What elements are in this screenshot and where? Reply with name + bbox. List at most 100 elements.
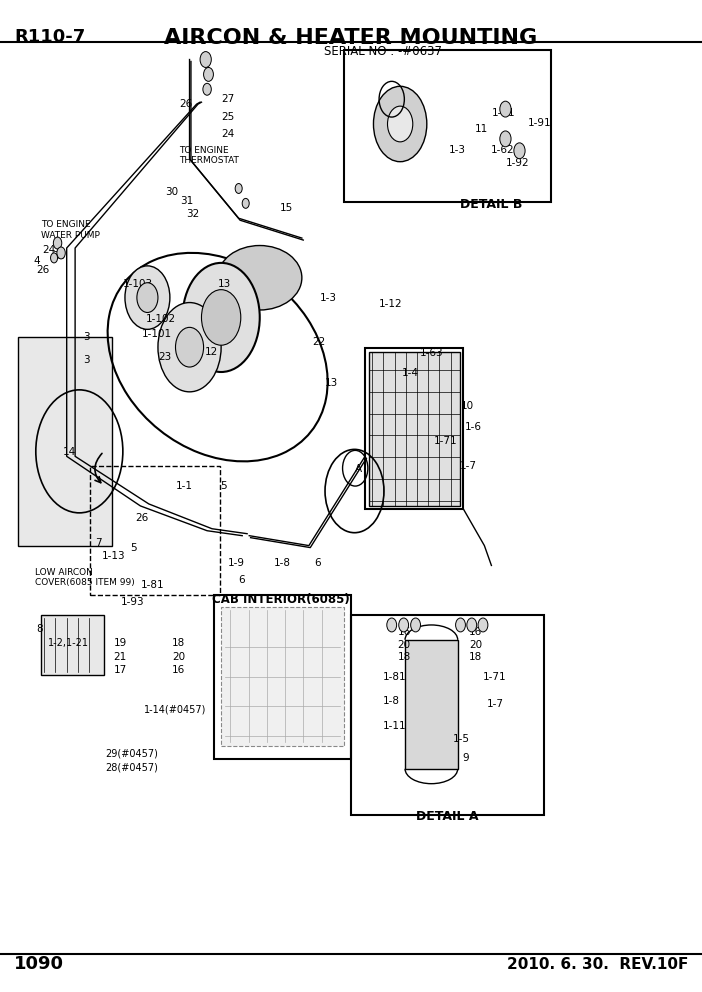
Text: 28(#0457): 28(#0457) (105, 763, 158, 773)
Text: 4: 4 (34, 256, 40, 266)
Text: 17: 17 (114, 665, 127, 675)
Text: 1-8: 1-8 (274, 558, 291, 568)
Text: 1090: 1090 (14, 955, 64, 973)
Text: TO ENGINE
WATER PUMP: TO ENGINE WATER PUMP (41, 220, 100, 240)
Circle shape (399, 618, 409, 632)
Text: 1-71: 1-71 (434, 436, 458, 446)
Text: 19: 19 (114, 638, 127, 648)
Circle shape (53, 237, 62, 249)
Text: 1-6: 1-6 (465, 422, 482, 432)
Text: 20: 20 (172, 652, 185, 662)
Bar (214, 595, 351, 759)
Text: 24: 24 (221, 129, 234, 139)
Bar (365, 348, 463, 509)
Text: 10: 10 (461, 401, 475, 411)
Text: 2010. 6. 30.  REV.10F: 2010. 6. 30. REV.10F (507, 956, 688, 972)
Bar (351, 615, 544, 815)
Text: 6: 6 (314, 558, 320, 568)
Text: 1-92: 1-92 (505, 158, 529, 168)
Text: 16: 16 (397, 627, 411, 637)
Text: 1-7: 1-7 (460, 461, 477, 471)
Bar (369, 352, 460, 506)
Text: 14: 14 (63, 447, 77, 457)
Circle shape (204, 67, 213, 81)
Circle shape (514, 143, 525, 159)
Text: 25: 25 (221, 112, 234, 122)
Bar (41, 615, 104, 675)
Text: 1-14(#0457): 1-14(#0457) (144, 704, 206, 714)
Text: 12: 12 (205, 347, 218, 357)
Circle shape (387, 618, 397, 632)
Text: SERIAL NO : -#0637: SERIAL NO : -#0637 (324, 45, 442, 58)
Text: TO ENGINE
THERMOSTAT: TO ENGINE THERMOSTAT (179, 146, 239, 166)
Circle shape (500, 131, 511, 147)
Text: 1-63: 1-63 (420, 348, 444, 358)
Circle shape (201, 290, 241, 345)
Text: 1-101: 1-101 (142, 329, 172, 339)
Text: 1-3: 1-3 (449, 145, 466, 155)
Text: 1-71: 1-71 (483, 672, 507, 682)
Circle shape (500, 101, 511, 117)
Circle shape (411, 618, 420, 632)
Text: 1-11: 1-11 (383, 721, 406, 731)
Bar (18, 337, 112, 546)
Circle shape (137, 283, 158, 312)
Text: 16: 16 (172, 665, 185, 675)
Text: AIRCON & HEATER MOUNTING: AIRCON & HEATER MOUNTING (164, 28, 538, 48)
Text: 27: 27 (221, 94, 234, 104)
Circle shape (235, 184, 242, 193)
Circle shape (456, 618, 465, 632)
Text: 1-62: 1-62 (491, 145, 515, 155)
Text: 1-81: 1-81 (383, 672, 406, 682)
Text: 1-12: 1-12 (379, 299, 403, 309)
Text: 7: 7 (95, 538, 101, 548)
Text: 24: 24 (42, 245, 55, 255)
Text: R110-7: R110-7 (14, 28, 85, 46)
Text: 1-93: 1-93 (121, 597, 145, 607)
Text: 18: 18 (397, 652, 411, 662)
Text: 6: 6 (239, 575, 245, 585)
Text: 26: 26 (37, 265, 50, 275)
Text: 3: 3 (83, 355, 89, 365)
Text: 20: 20 (397, 640, 411, 650)
Bar (90, 466, 220, 595)
Circle shape (388, 106, 413, 142)
Text: 26: 26 (135, 513, 149, 523)
Text: 1-2,1-21: 1-2,1-21 (48, 638, 88, 648)
Text: LOW AIRCON
COVER(6085 ITEM 99): LOW AIRCON COVER(6085 ITEM 99) (35, 567, 135, 587)
Circle shape (200, 52, 211, 67)
Text: 5: 5 (220, 481, 226, 491)
Text: 20: 20 (469, 640, 482, 650)
Text: 1-4: 1-4 (402, 368, 418, 378)
Text: A: A (355, 464, 362, 474)
Text: 30: 30 (165, 187, 178, 197)
Text: 21: 21 (114, 652, 127, 662)
Circle shape (478, 618, 488, 632)
Bar (405, 640, 458, 769)
Circle shape (57, 247, 65, 259)
Text: 13: 13 (218, 279, 231, 289)
Text: 1-3: 1-3 (319, 293, 336, 303)
Text: CAB INTERIOR(6085): CAB INTERIOR(6085) (212, 593, 350, 606)
Text: 13: 13 (324, 378, 338, 388)
Text: 15: 15 (279, 203, 293, 213)
Circle shape (176, 327, 204, 367)
Text: DETAIL A: DETAIL A (416, 810, 479, 823)
Text: 29(#0457): 29(#0457) (105, 749, 158, 759)
Text: 9: 9 (462, 753, 468, 763)
Text: 1-81: 1-81 (140, 580, 164, 590)
Text: 3: 3 (83, 332, 89, 342)
Circle shape (467, 618, 477, 632)
Text: 1-8: 1-8 (383, 696, 399, 706)
Text: 18: 18 (172, 638, 185, 648)
Text: 23: 23 (158, 352, 171, 362)
Circle shape (125, 266, 170, 329)
Circle shape (158, 303, 221, 392)
Text: 22: 22 (312, 337, 326, 347)
Text: 5: 5 (130, 543, 136, 553)
Text: 8: 8 (37, 624, 43, 634)
Text: 18: 18 (469, 652, 482, 662)
Text: 1-1: 1-1 (176, 481, 192, 491)
Circle shape (51, 253, 58, 263)
Text: 1-7: 1-7 (486, 699, 503, 709)
